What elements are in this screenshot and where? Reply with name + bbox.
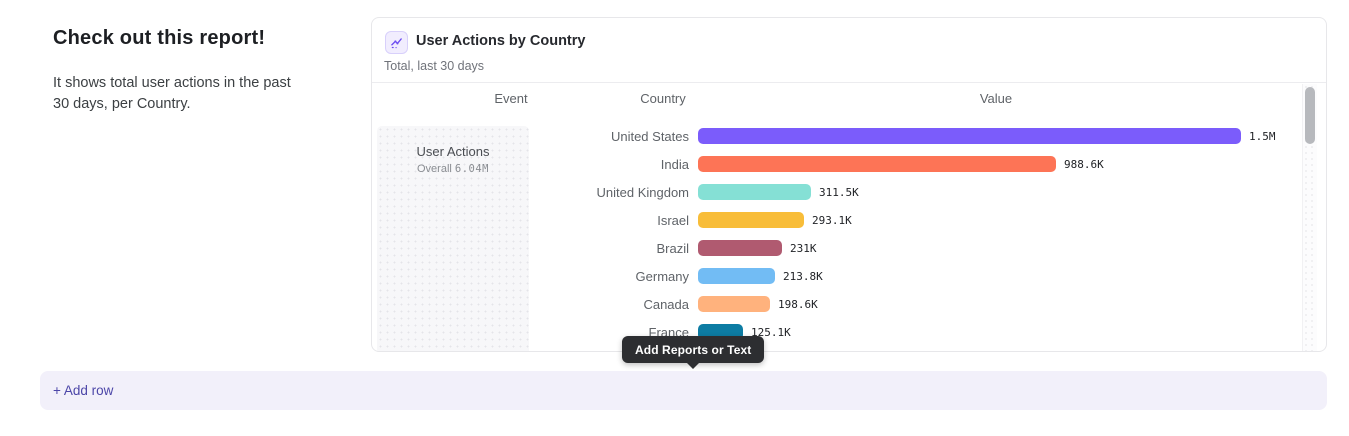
table-row: Germany 213.8K xyxy=(372,262,1302,290)
table-row: Brazil 231K xyxy=(372,234,1302,262)
value-label: 125.1K xyxy=(751,325,791,339)
report-card: User Actions by Country Total, last 30 d… xyxy=(371,17,1327,352)
tooltip-arrow-icon xyxy=(686,362,701,369)
country-label: France xyxy=(648,324,689,340)
table-row: India 988.6K xyxy=(372,150,1302,178)
scrollbar-track[interactable] xyxy=(1302,84,1317,351)
event-name: User Actions xyxy=(416,144,490,159)
value-label: 231K xyxy=(790,241,817,255)
line-chart-icon xyxy=(385,31,408,54)
report-title: User Actions by Country xyxy=(416,33,586,49)
country-label: Israel xyxy=(657,212,689,228)
column-header-value: Value xyxy=(979,91,1013,106)
scrollbar-thumb[interactable] xyxy=(1305,87,1315,144)
intro-description: It shows total user actions in the past … xyxy=(53,75,291,112)
value-bar[interactable] xyxy=(698,296,770,312)
event-overall-value: 6.04M xyxy=(454,163,489,175)
country-label: India xyxy=(660,156,689,172)
add-reports-tooltip: Add Reports or Text xyxy=(622,336,765,369)
value-bar[interactable] xyxy=(698,184,811,200)
value-label: 293.1K xyxy=(812,213,852,227)
event-cell: User Actions Overall 6.04M xyxy=(377,126,529,351)
add-row-button[interactable]: + Add row xyxy=(53,383,114,398)
table-row: Canada 198.6K xyxy=(372,290,1302,318)
event-overall: Overall 6.04M xyxy=(377,163,529,175)
report-card-header: User Actions by Country Total, last 30 d… xyxy=(372,18,1326,83)
country-label: Brazil xyxy=(656,240,689,256)
intro-title: Check out this report! xyxy=(53,27,266,49)
value-bar[interactable] xyxy=(698,268,775,284)
column-header-event: Event xyxy=(494,91,528,106)
country-label: United Kingdom xyxy=(596,184,690,200)
event-overall-label: Overall xyxy=(416,163,452,175)
value-label: 988.6K xyxy=(1064,157,1104,171)
value-label: 198.6K xyxy=(778,297,818,311)
add-row-bar[interactable]: + Add row xyxy=(40,371,1327,410)
column-header-country: Country xyxy=(640,91,686,106)
report-chart-area: Event Country Value User Actions Overall… xyxy=(372,83,1326,351)
country-label: Canada xyxy=(643,296,689,312)
tooltip-label: Add Reports or Text xyxy=(635,342,752,357)
value-label: 311.5K xyxy=(819,185,859,199)
value-bar[interactable] xyxy=(698,240,782,256)
value-bar[interactable] xyxy=(698,212,804,228)
report-subtitle: Total, last 30 days xyxy=(384,59,485,73)
value-label: 213.8K xyxy=(783,269,823,283)
table-row: France 125.1K xyxy=(372,318,1302,346)
chart-rows: United States 1.5M India 988.6K United K… xyxy=(372,122,1302,346)
table-row: United States 1.5M xyxy=(372,122,1302,150)
table-row: United Kingdom 311.5K xyxy=(372,178,1302,206)
value-bar[interactable] xyxy=(698,156,1056,172)
table-row: Israel 293.1K xyxy=(372,206,1302,234)
country-label: United States xyxy=(610,128,689,144)
value-bar[interactable] xyxy=(698,128,1241,144)
value-label: 1.5M xyxy=(1249,129,1276,143)
country-label: Germany xyxy=(635,268,689,284)
